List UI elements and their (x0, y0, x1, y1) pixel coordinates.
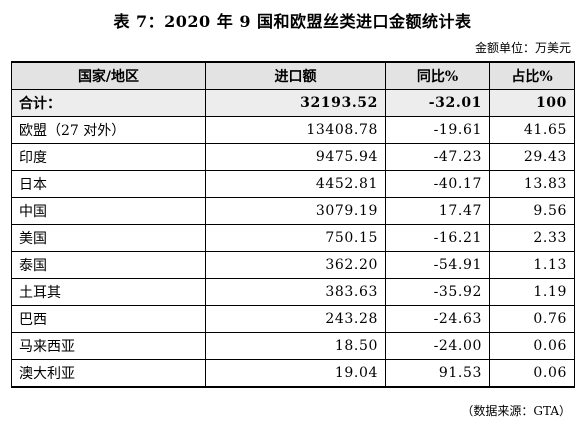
country-name: 日本 (11, 170, 206, 198)
total-yoy: -32.01 (385, 89, 490, 117)
header-share: 占比% (489, 61, 575, 90)
yoy-value: 17.47 (385, 197, 490, 225)
yoy-value: -16.21 (385, 224, 490, 252)
share-value: 0.06 (489, 359, 575, 388)
country-name: 中国 (11, 197, 206, 225)
country-name: 泰国 (11, 251, 206, 279)
import-value: 750.15 (205, 224, 386, 252)
share-value: 0.76 (489, 305, 575, 333)
total-share: 100 (489, 89, 575, 117)
country-name: 欧盟（27 对外） (11, 116, 206, 144)
header-country: 国家/地区 (11, 61, 206, 90)
country-name: 澳大利亚 (11, 359, 206, 388)
header-import: 进口额 (205, 61, 386, 90)
table-row: 印度 9475.94 -47.23 29.43 (11, 143, 575, 171)
import-table: 国家/地区 进口额 同比% 占比% 合计： 32193.52 -32.01 10… (11, 61, 575, 388)
data-source-note: （数据来源：GTA） (461, 404, 571, 418)
import-value: 4452.81 (205, 170, 386, 198)
table-row: 巴西 243.28 -24.63 0.76 (11, 305, 575, 333)
share-value: 29.43 (489, 143, 575, 171)
header-yoy: 同比% (385, 61, 490, 90)
share-value: 1.13 (489, 251, 575, 279)
import-value: 362.20 (205, 251, 386, 279)
share-value: 13.83 (489, 170, 575, 198)
import-value: 383.63 (205, 278, 386, 306)
table-row: 美国 750.15 -16.21 2.33 (11, 224, 575, 252)
table-row: 泰国 362.20 -54.91 1.13 (11, 251, 575, 279)
share-value: 41.65 (489, 116, 575, 144)
total-row: 合计： 32193.52 -32.01 100 (11, 89, 575, 117)
yoy-value: -35.92 (385, 278, 490, 306)
country-name: 巴西 (11, 305, 206, 333)
import-value: 243.28 (205, 305, 386, 333)
table-row: 土耳其 383.63 -35.92 1.19 (11, 278, 575, 306)
yoy-value: -40.17 (385, 170, 490, 198)
country-name: 印度 (11, 143, 206, 171)
country-name: 土耳其 (11, 278, 206, 306)
yoy-value: -47.23 (385, 143, 490, 171)
header-row: 国家/地区 进口额 同比% 占比% (11, 61, 575, 90)
table-title: 表 7：2020 年 9 国和欧盟丝类进口金额统计表 (113, 12, 472, 31)
share-value: 2.33 (489, 224, 575, 252)
import-value: 13408.78 (205, 116, 386, 144)
table-row: 欧盟（27 对外） 13408.78 -19.61 41.65 (11, 116, 575, 144)
import-value: 19.04 (205, 359, 386, 388)
import-value: 18.50 (205, 332, 386, 360)
country-name: 马来西亚 (11, 332, 206, 360)
yoy-value: -24.00 (385, 332, 490, 360)
yoy-value: -19.61 (385, 116, 490, 144)
import-value: 9475.94 (205, 143, 386, 171)
table-row: 马来西亚 18.50 -24.00 0.06 (11, 332, 575, 360)
yoy-value: -54.91 (385, 251, 490, 279)
total-label: 合计： (11, 89, 206, 117)
share-value: 1.19 (489, 278, 575, 306)
table-row: 澳大利亚 19.04 91.53 0.06 (11, 359, 575, 388)
yoy-value: 91.53 (385, 359, 490, 388)
table-row: 日本 4452.81 -40.17 13.83 (11, 170, 575, 198)
share-value: 9.56 (489, 197, 575, 225)
yoy-value: -24.63 (385, 305, 490, 333)
total-import: 32193.52 (205, 89, 386, 117)
share-value: 0.06 (489, 332, 575, 360)
country-name: 美国 (11, 224, 206, 252)
import-value: 3079.19 (205, 197, 386, 225)
unit-note: 金额单位：万美元 (474, 41, 571, 55)
table-row: 中国 3079.19 17.47 9.56 (11, 197, 575, 225)
